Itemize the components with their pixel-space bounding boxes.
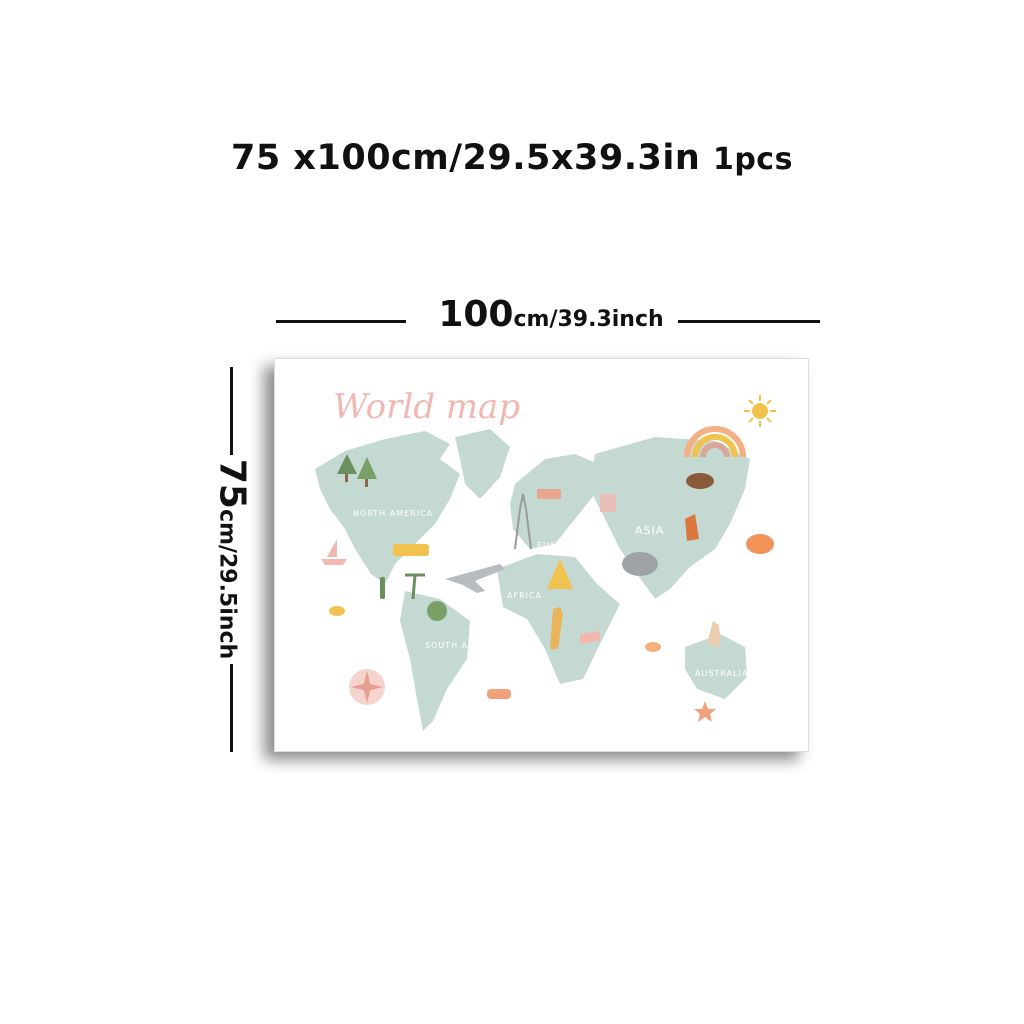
- tractor-icon: [537, 489, 561, 499]
- poster-title: World map: [333, 387, 521, 427]
- height-unit: cm/29.5inch: [214, 508, 240, 660]
- width-line-left: [276, 320, 406, 323]
- fish-2-icon: [645, 642, 661, 652]
- south-america-shape: [400, 591, 470, 731]
- pyramids-icon: [547, 559, 573, 589]
- asia-shape: [590, 437, 750, 599]
- pumpkin-icon: [746, 534, 774, 554]
- kangaroo-icon: [707, 621, 721, 647]
- compass-icon: [349, 669, 385, 705]
- label-asia: ASIA: [635, 524, 665, 537]
- greenland-shape: [455, 429, 510, 499]
- width-value: 100: [438, 294, 514, 335]
- eiffel-tower-icon: [514, 493, 532, 550]
- poster-canvas: World map NORTH AMERICA SOUTH AMERICA EU…: [274, 358, 809, 752]
- australia-shape: [685, 634, 747, 699]
- label-australia: AUSTRALIA: [695, 669, 749, 678]
- fish-icon: [329, 606, 345, 616]
- height-value: 75: [211, 458, 253, 509]
- fox-icon: [685, 514, 699, 541]
- pine-trees-icon: [337, 454, 377, 487]
- sailboat-icon: [321, 539, 347, 565]
- label-north-america: NORTH AMERICA: [353, 509, 434, 518]
- label-europe: EUROPE: [537, 541, 576, 550]
- height-line-top: [230, 367, 233, 455]
- starfish-icon: [694, 701, 716, 722]
- width-dimension: 100cm/39.3inch: [276, 292, 820, 348]
- label-south-america: SOUTH AMERICA: [425, 641, 506, 650]
- cactus-icon: [380, 577, 385, 599]
- rainbow-icon: [684, 426, 746, 458]
- palm-tree-icon: [405, 573, 425, 600]
- label-africa: AFRICA: [507, 591, 543, 600]
- width-label: 100cm/39.3inch: [416, 294, 686, 335]
- airplane-icon: [445, 564, 505, 593]
- bear-icon: [686, 473, 714, 489]
- world-map-illustration: [315, 395, 776, 731]
- size-text: 75 x100cm/29.5x39.3in: [231, 138, 701, 178]
- taxi-icon: [393, 544, 429, 556]
- height-line-bottom: [230, 664, 233, 752]
- height-label: 75cm/29.5inch: [212, 459, 253, 659]
- quantity-text: 1pcs: [712, 142, 793, 177]
- elephant-icon: [622, 552, 658, 576]
- height-dimension: 75cm/29.5inch: [210, 367, 254, 752]
- size-headline: 75 x100cm/29.5x39.3in 1pcs: [0, 138, 1024, 178]
- submarine-icon: [487, 689, 511, 699]
- gondola-icon: [580, 631, 600, 644]
- width-line-right: [678, 320, 820, 323]
- house-icon: [600, 494, 616, 512]
- giraffe-icon: [550, 607, 563, 649]
- europe-shape: [510, 454, 605, 549]
- rainforest-trees-icon: [427, 601, 447, 621]
- sun-icon: [744, 395, 776, 427]
- width-unit: cm/39.3inch: [513, 307, 664, 332]
